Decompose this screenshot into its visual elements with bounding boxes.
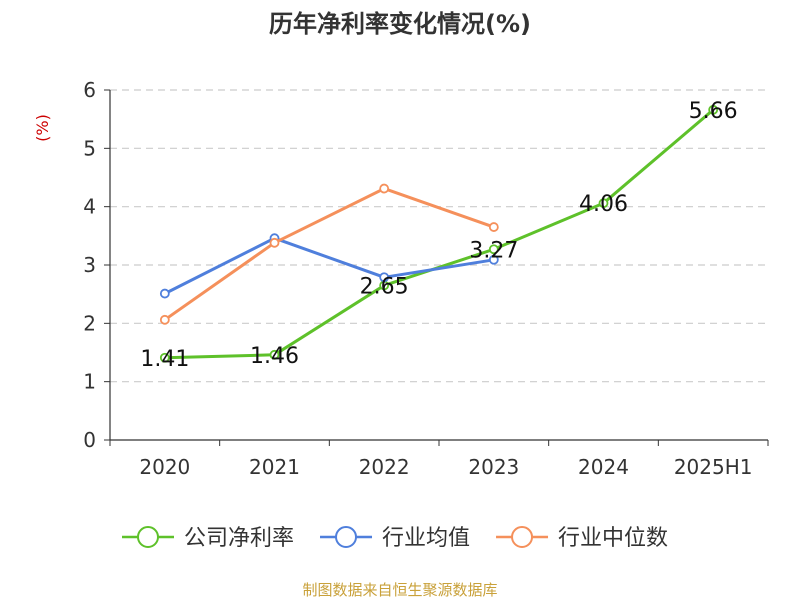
data-point	[488, 222, 499, 232]
x-tick-label: 2025H1	[674, 455, 753, 479]
y-tick-label: 2	[83, 311, 96, 335]
y-tick-label: 3	[83, 253, 96, 277]
data-point	[379, 272, 390, 283]
x-tick-label: 2022	[359, 455, 410, 479]
data-label: 2.65	[360, 274, 409, 299]
y-tick-label: 4	[83, 195, 96, 219]
y-tick-label: 0	[83, 428, 96, 452]
data-label: 4.06	[579, 192, 628, 217]
chart-title: 历年净利率变化情况(%)	[269, 10, 531, 38]
grid-lines	[110, 89, 768, 383]
data-label: 5.66	[689, 99, 738, 124]
y-tick-label: 1	[83, 370, 96, 394]
axes: 0 1 2 3 4 5 6 2020 2021 2022 2023 2024 2025H1	[83, 78, 769, 479]
y-axis-label: (%)	[33, 114, 52, 142]
series-line-2	[163, 187, 495, 322]
data-point	[488, 254, 499, 265]
data-point	[269, 349, 280, 360]
data-label: 3.27	[469, 238, 518, 263]
legend-label: 行业中位数	[558, 526, 668, 551]
legend-label: 行业均值	[382, 526, 470, 551]
legend-label: 公司净利率	[184, 526, 294, 551]
data-point	[379, 183, 390, 194]
data-point	[159, 288, 170, 299]
legend-swatch-marker	[137, 526, 159, 548]
series-line-0	[164, 108, 715, 360]
x-tick-label: 2023	[468, 455, 519, 479]
x-tick-label: 2020	[139, 455, 190, 479]
source-note: 制图数据来自恒生聚源数据库	[302, 581, 497, 599]
x-tick-label: 2021	[249, 455, 300, 479]
series-line-1	[164, 236, 495, 295]
data-label: 1.41	[140, 347, 189, 372]
legend-swatch-marker	[511, 526, 534, 548]
data-labels: 1.41 1.46 2.65 3.27 4.06 5.66	[140, 99, 737, 372]
series-lines	[159, 104, 719, 363]
data-point	[708, 104, 719, 115]
legend-item-2[interactable]: 行业中位数	[496, 526, 668, 551]
data-point	[159, 352, 170, 363]
data-label: 1.46	[250, 344, 299, 369]
legend-swatch-marker	[335, 526, 358, 548]
legend-item-0[interactable]: 公司净利率	[122, 526, 294, 551]
data-point	[598, 198, 609, 209]
data-point	[269, 237, 280, 248]
data-point	[159, 314, 170, 325]
legend[interactable]: 公司净利率 行业均值 行业中位数	[122, 526, 668, 551]
legend-item-1[interactable]: 行业均值	[320, 526, 470, 551]
y-tick-label: 6	[83, 78, 96, 102]
y-tick-label: 5	[83, 136, 96, 160]
x-tick-label: 2024	[578, 455, 629, 479]
data-point	[488, 244, 499, 255]
